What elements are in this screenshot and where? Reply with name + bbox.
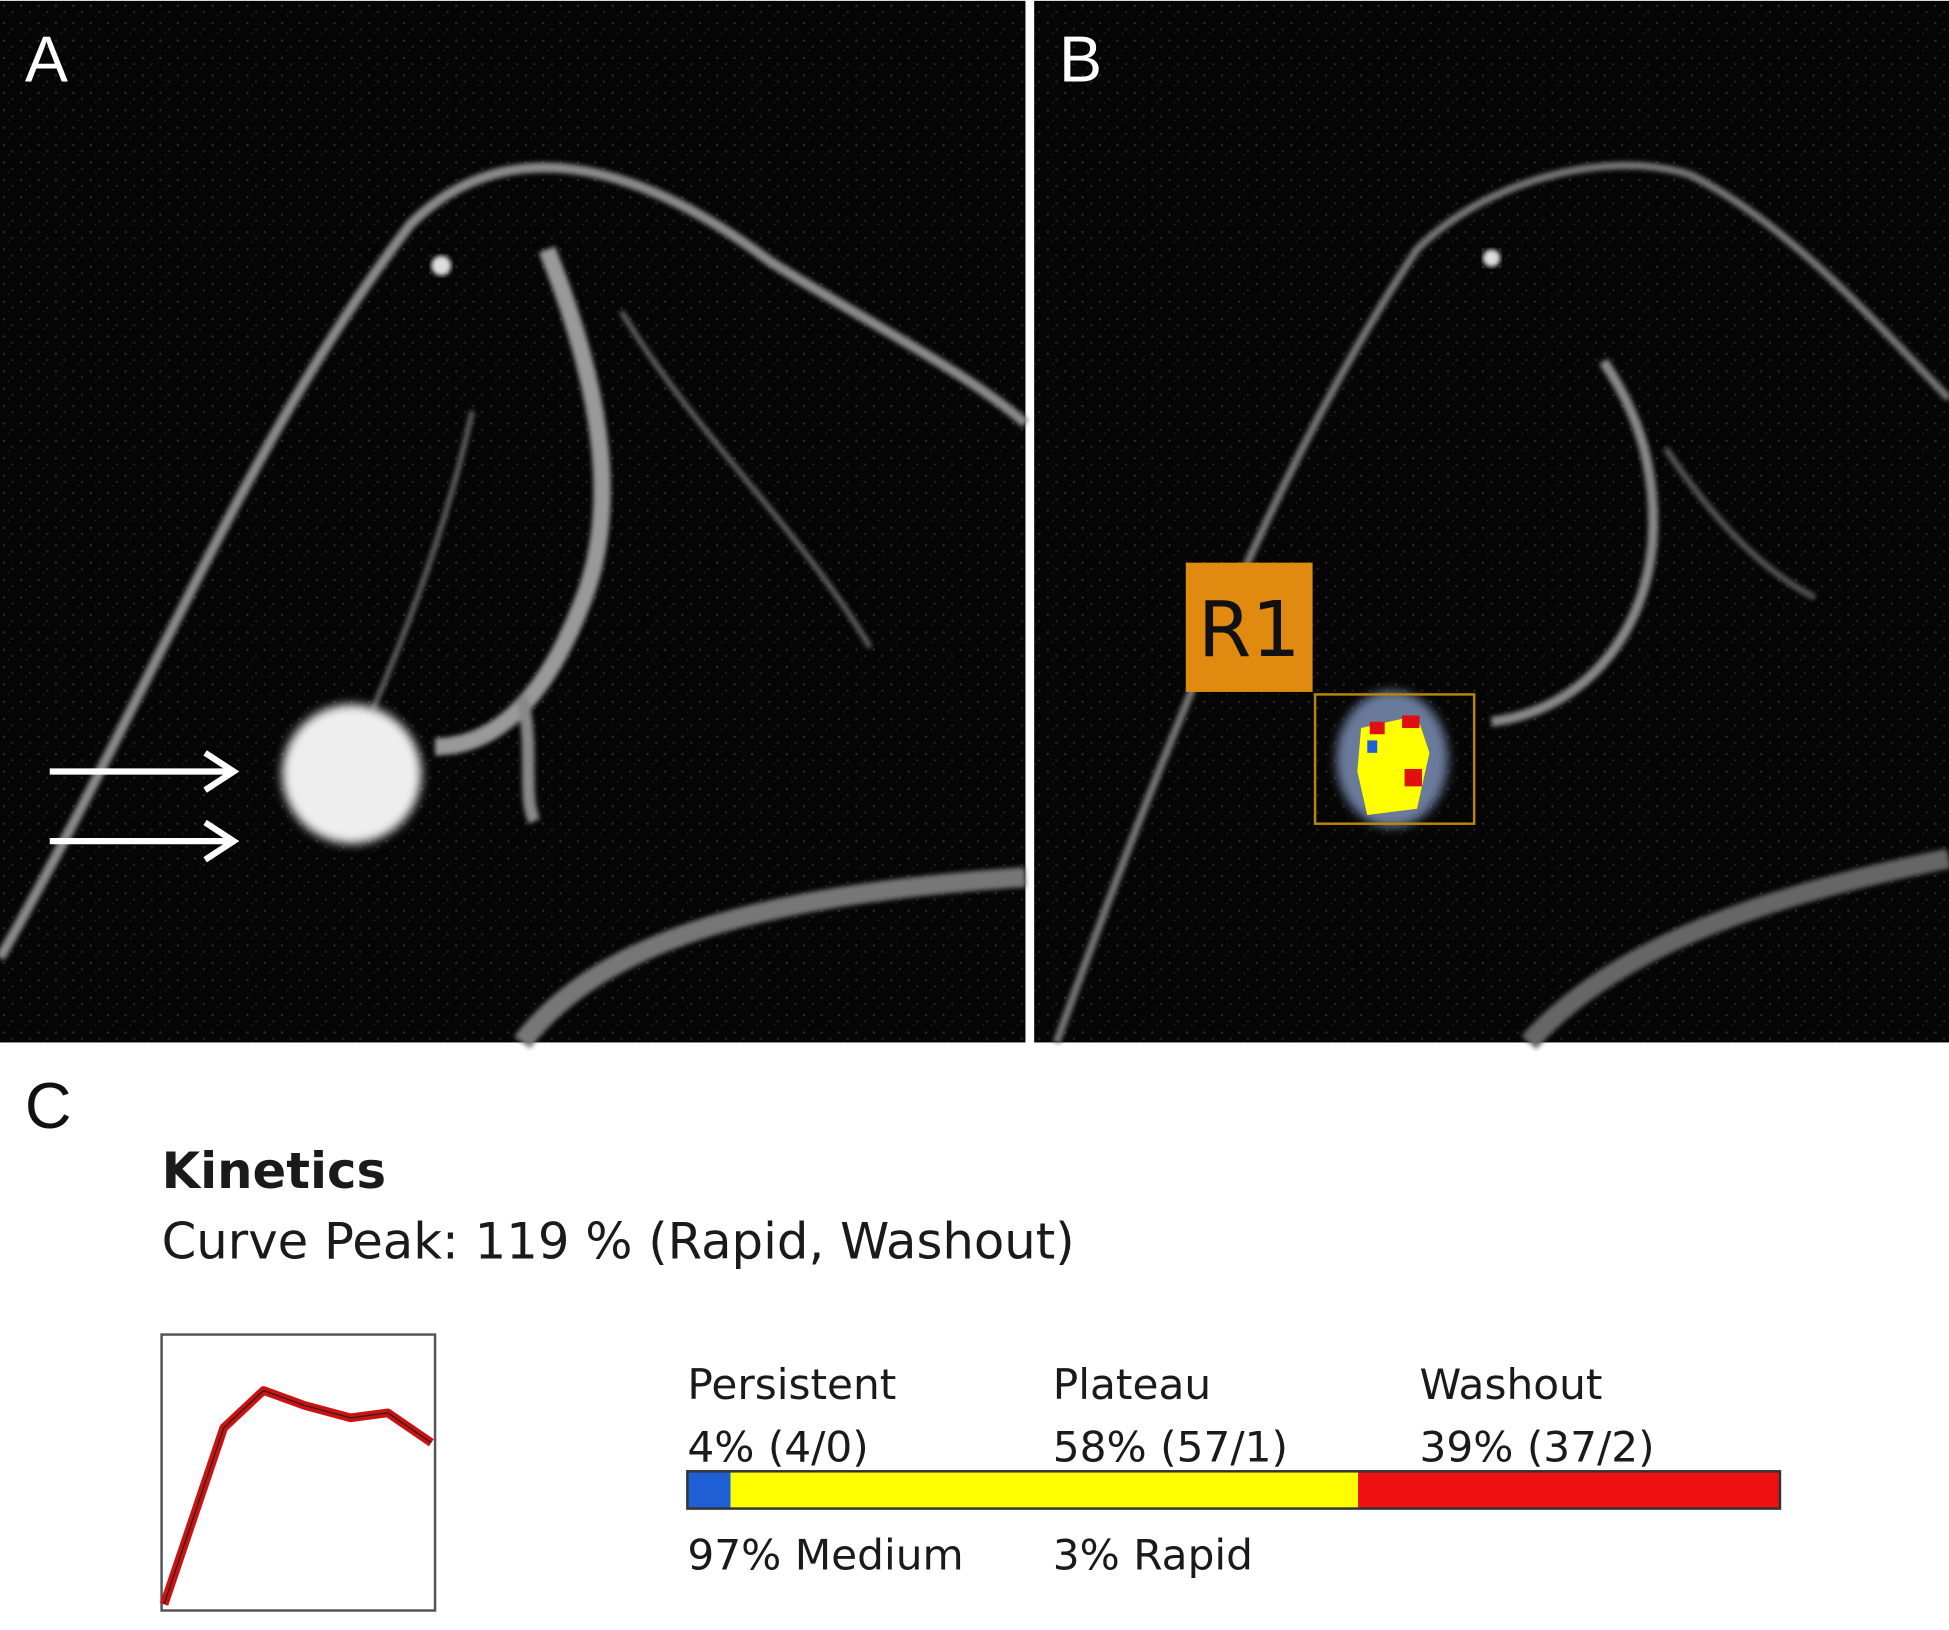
segment-name: Plateau bbox=[1053, 1360, 1211, 1409]
roi-tag bbox=[1185, 562, 1313, 692]
bar-outline bbox=[686, 1470, 1782, 1510]
segment-name: Persistent bbox=[687, 1360, 896, 1409]
segment-value: 4% (4/0) bbox=[687, 1422, 868, 1471]
bar-segment bbox=[687, 1471, 731, 1509]
curve-peak: Curve Peak: 119 % (Rapid, Washout) bbox=[162, 1213, 1075, 1271]
segment-name: Washout bbox=[1419, 1360, 1602, 1409]
speed-label: 97% Medium bbox=[687, 1530, 963, 1579]
speed-label: 3% Rapid bbox=[1053, 1530, 1253, 1579]
panel-b-image: R1 bbox=[1034, 0, 1949, 1050]
bar-segment bbox=[730, 1471, 1359, 1509]
bar-segment bbox=[1358, 1471, 1780, 1509]
segment-value: 58% (57/1) bbox=[1053, 1422, 1288, 1471]
roi-label: R1 bbox=[1198, 585, 1301, 675]
panel-a-image bbox=[0, 0, 1029, 1049]
kinetics-bar: Persistent 4% (4/0) Plateau 58% (57/1) Washo… bbox=[686, 1360, 1782, 1510]
kinetics-title: Kinetics bbox=[162, 1142, 387, 1200]
panel-label: A bbox=[25, 23, 68, 96]
panel-label: C bbox=[25, 1069, 72, 1142]
panel-label: B bbox=[1059, 23, 1102, 96]
segment-value: 39% (37/2) bbox=[1419, 1422, 1654, 1471]
curve-thumbnail bbox=[159, 1333, 437, 1612]
